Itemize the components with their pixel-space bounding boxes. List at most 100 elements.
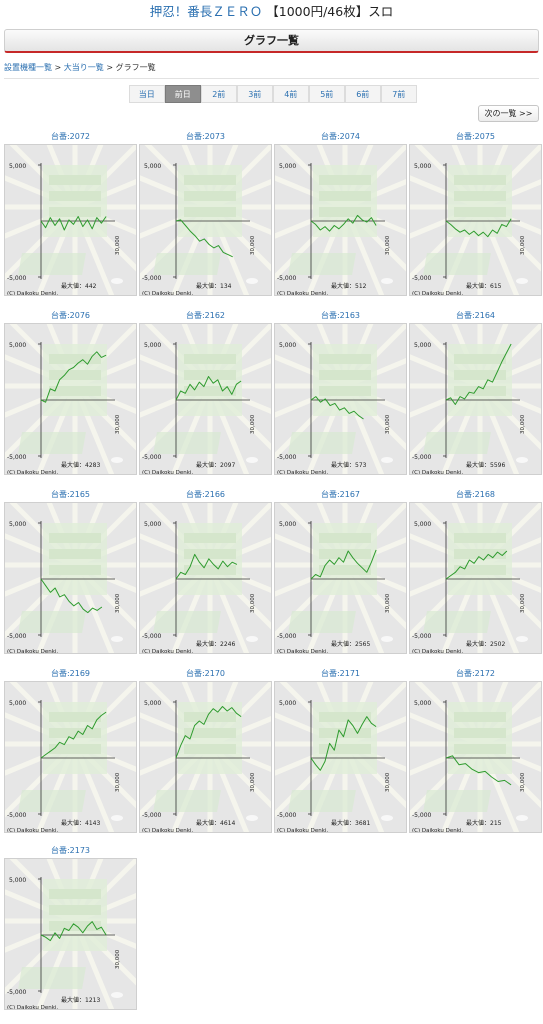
graph-svg: 5,000 -5,000 30,000 最大値：2246(C) Daikoku Den… (140, 503, 271, 653)
graph-series-line (445, 343, 512, 405)
y-top-tick-label: 5,000 (9, 700, 26, 707)
slump-graph[interactable]: 5,000 -5,000 30,000 最大値：215 (C) Daikoku Denk… (409, 681, 542, 833)
copyright-text: (C) Daikoku Denki. (7, 649, 58, 654)
graph-svg: 5,000 -5,000 30,000 最大値：4143(C) Daikoku Den… (5, 682, 136, 832)
slump-graph[interactable]: 5,000 -5,000 30,000 最大値：4283 (C) Daikoku Den… (4, 323, 137, 475)
slump-graph[interactable]: 5,000 -5,000 30,000 最大値：2097 (C) Daikoku Den… (139, 323, 272, 475)
y-top-tick-label: 5,000 (279, 163, 296, 170)
machine-number-link[interactable]: 台番:2072 (50, 132, 91, 141)
y-bottom-tick-label: -5,000 (7, 275, 27, 282)
graph-card: 台番:2074 5,000 -5,000 30,000 最大値：512 (C) Daiko… (274, 131, 407, 296)
background-decoration (410, 682, 541, 832)
next-list-button[interactable]: 次の一覧 >> (478, 105, 539, 122)
breadcrumb-separator: > (52, 63, 64, 72)
graph-card: 台番:2171 5,000 -5,000 30,000 最大値：3681 (C) Daik… (274, 668, 407, 833)
machine-number-link[interactable]: 台番:2164 (455, 311, 496, 320)
breadcrumb-current: グラフ一覧 (115, 63, 156, 72)
slump-graph[interactable]: 5,000 -5,000 30,000 最大値：2565 (C) Daikoku Den… (274, 502, 407, 654)
graph-svg: 5,000 -5,000 30,000 最大値：5596(C) Daikoku Den… (410, 324, 541, 474)
machine-number-link[interactable]: 台番:2166 (185, 490, 226, 499)
tab-3-days-ago[interactable]: 3前 (237, 85, 273, 103)
breadcrumb-jackpot-list-link[interactable]: 大当り一覧 (63, 63, 104, 72)
machine-number-link[interactable]: 台番:2168 (455, 490, 496, 499)
machine-number-link[interactable]: 台番:2173 (50, 846, 91, 855)
slump-graph[interactable]: 5,000 -5,000 30,000 最大値：442 (C) Daikoku Denk… (4, 144, 137, 296)
graph-svg: 5,000 -5,000 30,000 最大値：573(C) Daikoku Denk… (275, 324, 406, 474)
slump-graph[interactable]: 5,000 -5,000 30,000 最大値：512 (C) Daikoku Denk… (274, 144, 407, 296)
tab-6-days-ago[interactable]: 6前 (345, 85, 381, 103)
slump-graph[interactable]: 5,000 -5,000 30,000 最大値：2502 (C) Daikoku Den… (409, 502, 542, 654)
tab-previous-day[interactable]: 前日 (165, 85, 201, 103)
machine-number-link[interactable]: 台番:2172 (455, 669, 496, 678)
y-bottom-tick-label: -5,000 (142, 275, 162, 282)
graph-series-line (40, 578, 103, 614)
slump-graph[interactable]: 5,000 -5,000 30,000 最大値：4143 (C) Daikoku Den… (4, 681, 137, 833)
slump-graph[interactable]: 5,000 -5,000 30,000 (C) Daikoku Denki. (4, 502, 137, 654)
y-bottom-tick-label: -5,000 (412, 275, 432, 282)
y-top-tick-label: 5,000 (144, 700, 161, 707)
y-top-tick-label: 5,000 (414, 700, 431, 707)
background-decoration (410, 503, 541, 653)
day-tabs: 当日 前日 2前 3前 4前 5前 6前 7前 (129, 85, 417, 103)
machine-number-link[interactable]: 台番:2073 (185, 132, 226, 141)
slump-graph[interactable]: 5,000 -5,000 30,000 最大値：1213 (C) Daikoku Den… (4, 858, 137, 1010)
slump-graph[interactable]: 5,000 -5,000 30,000 最大値：5596 (C) Daikoku Den… (409, 323, 542, 475)
y-top-tick-label: 5,000 (414, 342, 431, 349)
copyright-text: (C) Daikoku Denki. (277, 828, 328, 833)
machine-number-link[interactable]: 台番:2076 (50, 311, 91, 320)
slump-graph[interactable]: 5,000 -5,000 30,000 最大値：615 (C) Daikoku Denk… (409, 144, 542, 296)
y-bottom-tick-label: -5,000 (412, 454, 432, 461)
tab-5-days-ago[interactable]: 5前 (309, 85, 345, 103)
copyright-text: (C) Daikoku Denki. (277, 649, 328, 654)
slump-graph[interactable]: 5,000 -5,000 30,000 最大値：573 (C) Daikoku Denk… (274, 323, 407, 475)
tab-7-days-ago[interactable]: 7前 (381, 85, 417, 103)
graph-card: 台番:2165 5,000 -5,000 30,000 (C) Daikoku Denk… (4, 489, 137, 654)
tab-today[interactable]: 当日 (129, 85, 165, 103)
max-value-label: 最大値：4283 (61, 461, 100, 469)
page-title: 押忍！番長ＺＥＲＯ 【1000円/46枚】スロ (0, 0, 543, 24)
graph-card: 台番:2167 5,000 -5,000 30,000 最大値：2565 (C) Daik… (274, 489, 407, 654)
background-decoration (140, 145, 271, 295)
machine-number-link[interactable]: 台番:2165 (50, 490, 91, 499)
max-value-label: 最大値：4614 (196, 819, 235, 827)
slump-graph[interactable]: 5,000 -5,000 30,000 最大値：134 (C) Daikoku Denk… (139, 144, 272, 296)
slump-graph[interactable]: 5,000 -5,000 30,000 最大値：3681 (C) Daikoku Den… (274, 681, 407, 833)
graph-series-line (445, 218, 512, 238)
graph-card: 台番:2072 5,000 -5,000 30,000 最大値：442 (C) Daiko… (4, 131, 137, 296)
graph-svg: 5,000 -5,000 30,000 最大値：215(C) Daikoku Denk… (410, 682, 541, 832)
background-decoration (140, 503, 271, 653)
machine-number-link[interactable]: 台番:2163 (320, 311, 361, 320)
tab-2-days-ago[interactable]: 2前 (201, 85, 237, 103)
machine-number-link[interactable]: 台番:2074 (320, 132, 361, 141)
graph-card: 台番:2075 5,000 -5,000 30,000 最大値：615 (C) Daiko… (409, 131, 542, 296)
graph-card: 台番:2172 5,000 -5,000 30,000 最大値：215 (C) Daiko… (409, 668, 542, 833)
max-value-label: 最大値：1213 (61, 996, 100, 1004)
max-value-label: 最大値：215 (466, 819, 502, 827)
slump-graph[interactable]: 5,000 -5,000 30,000 最大値：2246 (C) Daikoku Den… (139, 502, 272, 654)
machine-name: 押忍！番長ＺＥＲＯ (149, 4, 263, 19)
graph-series-line (40, 216, 107, 231)
x-end-tick-label: 30,000 (520, 235, 526, 255)
graph-svg: 5,000 -5,000 30,000 最大値：2097(C) Daikoku Den… (140, 324, 271, 474)
y-bottom-tick-label: -5,000 (142, 812, 162, 819)
breadcrumb-machine-list-link[interactable]: 設置機種一覧 (4, 63, 52, 72)
graph-series-line (40, 921, 107, 942)
machine-number-link[interactable]: 台番:2170 (185, 669, 226, 678)
copyright-text: (C) Daikoku Denki. (7, 470, 58, 475)
x-end-tick-label: 30,000 (250, 235, 256, 255)
graph-svg: 5,000 -5,000 30,000 最大値：512(C) Daikoku Denk… (275, 145, 406, 295)
background-decoration (140, 324, 271, 474)
graph-series-line (40, 351, 107, 403)
machine-number-link[interactable]: 台番:2171 (320, 669, 361, 678)
graph-series-line (310, 549, 377, 580)
y-bottom-tick-label: -5,000 (7, 989, 27, 996)
machine-number-link[interactable]: 台番:2162 (185, 311, 226, 320)
y-bottom-tick-label: -5,000 (7, 812, 27, 819)
machine-number-link[interactable]: 台番:2075 (455, 132, 496, 141)
background-decoration (5, 682, 136, 832)
machine-number-link[interactable]: 台番:2169 (50, 669, 91, 678)
slump-graph[interactable]: 5,000 -5,000 30,000 最大値：4614 (C) Daikoku Den… (139, 681, 272, 833)
machine-number-link[interactable]: 台番:2167 (320, 490, 361, 499)
tab-4-days-ago[interactable]: 4前 (273, 85, 309, 103)
graph-series-line (175, 376, 242, 401)
